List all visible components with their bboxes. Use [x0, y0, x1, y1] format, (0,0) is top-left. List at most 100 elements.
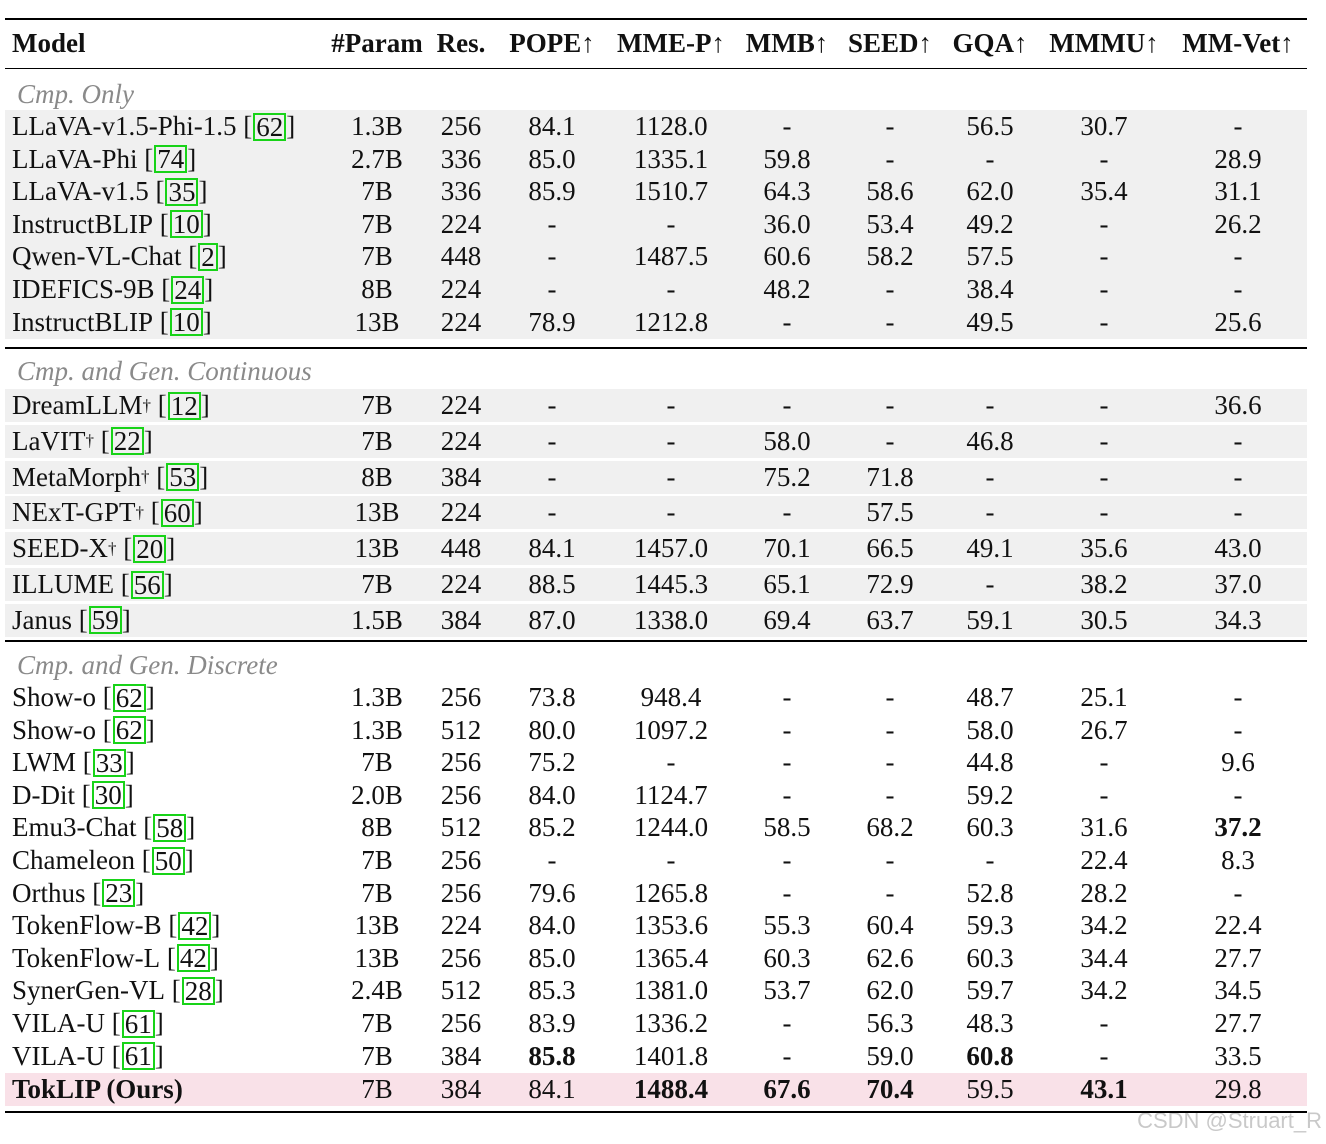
value-cell: 7B: [361, 1074, 393, 1104]
value-cell: -: [885, 306, 895, 337]
table-rule: [5, 68, 1307, 69]
value-cell: -: [782, 682, 792, 712]
value-cell: 59.7: [966, 975, 1014, 1006]
table-row: Qwen-VL-Chat [2] 7B 448 - 1487.5 60.6 58.2 57.5…: [5, 240, 1307, 274]
value-cell: 60.3: [763, 942, 811, 973]
table-row: DreamLLM † [12] 7B 224 - - - - - - 36.6: [5, 389, 1307, 422]
value-cell: 256: [440, 877, 482, 908]
model-cell: VILA-U [61]: [12, 1008, 164, 1039]
value-cell: 62.0: [866, 975, 914, 1006]
value-cell: 1381.0: [633, 975, 709, 1006]
model-name: SynerGen-VL: [12, 975, 165, 1006]
citation-link[interactable]: 20: [133, 534, 167, 563]
citation-link[interactable]: 10: [169, 210, 203, 239]
value-cell: 1488.4: [633, 1074, 709, 1104]
citation-link[interactable]: 12: [167, 391, 201, 420]
model-name: Chameleon: [12, 845, 135, 875]
citation-link[interactable]: 30: [91, 781, 125, 810]
value-cell: 1.3B: [351, 682, 403, 712]
value-cell: 25.1: [1080, 682, 1128, 712]
citation-link[interactable]: 33: [92, 748, 126, 777]
value-cell: 38.2: [1080, 569, 1128, 599]
value-cell: 59.0: [866, 1040, 914, 1071]
value-cell: 43.0: [1214, 533, 1262, 564]
value-cell: -: [885, 714, 895, 745]
value-cell: 34.3: [1214, 604, 1262, 635]
citation-link[interactable]: 56: [130, 570, 164, 599]
value-cell: -: [547, 390, 557, 420]
value-cell: 384: [440, 604, 482, 635]
value-cell: -: [985, 845, 995, 875]
value-cell: 53.4: [866, 208, 914, 239]
citation-link[interactable]: 42: [176, 944, 210, 973]
citation-link[interactable]: 53: [166, 463, 200, 492]
value-cell: 13B: [354, 942, 400, 973]
value-cell: 7B: [361, 1040, 393, 1071]
value-cell: -: [782, 497, 792, 528]
citation-link[interactable]: 35: [165, 177, 199, 206]
table-row: Show-o [62] 1.3B 512 80.0 1097.2 - - 58.0 26.7 -: [5, 714, 1307, 747]
citation-link[interactable]: 62: [253, 112, 287, 141]
citation-link[interactable]: 62: [112, 716, 146, 745]
table-row: NExT-GPT † [60] 13B 224 - - - 57.5 - - -: [5, 496, 1307, 530]
citation-link[interactable]: 2: [198, 242, 218, 271]
value-cell: 1335.1: [633, 143, 709, 174]
citation-link[interactable]: 22: [110, 427, 144, 456]
citation-link[interactable]: 23: [102, 879, 136, 908]
value-cell: 27.7: [1214, 942, 1262, 973]
model-name: Show-o: [12, 682, 97, 712]
value-cell: -: [885, 390, 895, 420]
value-cell: -: [985, 143, 995, 174]
header-cell: Model: [12, 28, 86, 58]
citation-link[interactable]: 62: [112, 683, 146, 712]
citation-link[interactable]: 42: [178, 911, 212, 940]
citation-link[interactable]: 28: [181, 976, 215, 1005]
value-cell: 37.0: [1214, 569, 1262, 599]
value-cell: 1365.4: [633, 942, 709, 973]
citation-link[interactable]: 24: [171, 275, 205, 304]
value-cell: 1.3B: [351, 111, 403, 141]
value-cell: 46.8: [966, 425, 1014, 456]
citation-link[interactable]: 50: [151, 846, 185, 875]
value-cell: 80.0: [528, 714, 576, 745]
value-cell: 73.8: [528, 682, 576, 712]
value-cell: -: [1099, 306, 1109, 337]
value-cell: -: [1233, 779, 1243, 810]
value-cell: 224: [440, 425, 482, 456]
model-name: LLaVA-Phi: [12, 143, 138, 174]
value-cell: 58.2: [866, 241, 914, 272]
value-cell: 75.2: [528, 747, 576, 778]
value-cell: 224: [440, 274, 482, 304]
model-cell: TokenFlow-L [42]: [12, 942, 219, 974]
model-cell: ILLUME [56]: [12, 569, 173, 600]
model-cell: Show-o [62]: [12, 682, 155, 713]
citation-link[interactable]: 61: [121, 1042, 155, 1071]
citation-link[interactable]: 58: [153, 813, 187, 842]
value-cell: -: [547, 497, 557, 528]
model-cell: TokenFlow-B [42]: [12, 910, 221, 941]
value-cell: -: [1099, 1040, 1109, 1071]
table-row: Chameleon [50] 7B 256 - - - - - 22.4 8.3: [5, 844, 1307, 877]
citation-link[interactable]: 10: [169, 308, 203, 337]
model-name: TokenFlow-L: [12, 942, 161, 973]
value-cell: 28.9: [1214, 143, 1262, 174]
citation-link[interactable]: 60: [160, 498, 194, 527]
value-cell: 1265.8: [633, 877, 709, 908]
value-cell: -: [666, 274, 676, 304]
value-cell: 8B: [361, 274, 393, 304]
value-cell: 1353.6: [633, 910, 709, 941]
value-cell: 7B: [361, 176, 393, 207]
model-name: DreamLLM: [12, 390, 143, 420]
table-rule: [5, 640, 1307, 642]
value-cell: 60.3: [966, 812, 1014, 843]
value-cell: 48.3: [966, 1008, 1014, 1038]
citation-link[interactable]: 74: [154, 145, 188, 174]
citation-link[interactable]: 61: [121, 1009, 155, 1038]
value-cell: 13B: [354, 910, 400, 941]
table-row: InstructBLIP [10] 7B 224 - - 36.0 53.4 49.2 - 26.…: [5, 207, 1307, 241]
citation-link[interactable]: 59: [88, 606, 122, 635]
table-rule: [5, 1111, 1307, 1113]
value-cell: 34.2: [1080, 910, 1128, 941]
value-cell: 1510.7: [633, 176, 709, 207]
value-cell: -: [547, 274, 557, 304]
